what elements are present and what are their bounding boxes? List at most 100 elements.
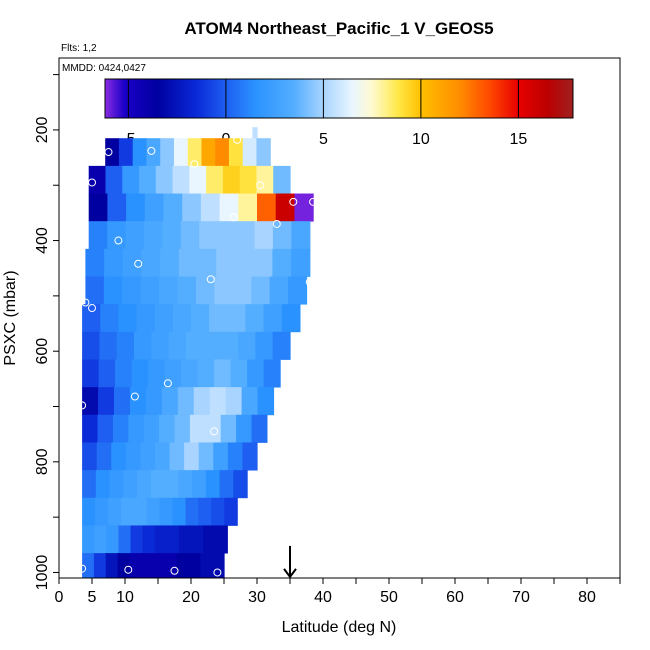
heatmap-cell — [140, 442, 156, 471]
plot-frame — [58, 57, 621, 579]
heatmap-cell — [178, 525, 192, 554]
heatmap-cell — [251, 276, 271, 305]
heatmap-cell — [105, 165, 123, 194]
heatmap-cell — [146, 138, 161, 167]
heatmap-cell — [211, 497, 225, 526]
x-axis: 0 5 10 20 30 40 50 60 70 80 — [55, 578, 621, 606]
heatmap-cell — [106, 525, 119, 554]
observation-point — [78, 564, 87, 573]
observation-point — [134, 259, 143, 268]
marker-arrow — [283, 545, 297, 579]
heatmap-cell — [95, 497, 109, 526]
heatmap-cell — [198, 442, 214, 471]
heatmap-cell — [291, 221, 311, 250]
heatmap-cell — [100, 304, 119, 333]
heatmap-cell — [220, 414, 237, 443]
heatmap-cell — [166, 525, 180, 554]
colorbar-tick-label: 5 — [319, 131, 328, 148]
heatmap-cell — [141, 553, 154, 579]
observation-point — [104, 148, 113, 157]
heatmap-cell — [192, 470, 207, 499]
heatmap-cell — [288, 276, 308, 305]
heatmap-cell — [103, 276, 123, 305]
heatmap-cell — [85, 276, 105, 305]
heatmap-cell — [180, 221, 200, 250]
heatmap-cell — [215, 138, 230, 167]
heatmap-cell — [273, 165, 291, 194]
observation-point — [163, 379, 172, 388]
y-axis: 200 400 600 800 1000 — [34, 74, 59, 590]
x-tick-label: 50 — [380, 589, 398, 606]
x-tick-label: 40 — [314, 589, 332, 606]
observation-point — [170, 566, 179, 575]
heatmap-cell — [172, 497, 187, 526]
heatmap-cell — [247, 359, 265, 388]
x-tick-label: 70 — [512, 589, 530, 606]
heatmap-cell — [251, 414, 268, 443]
heatmap-cell — [88, 193, 108, 222]
heatmap-cell — [97, 414, 114, 443]
observation-point — [114, 236, 123, 245]
heatmap-cell — [212, 553, 225, 579]
heatmap-cell — [253, 248, 273, 277]
heatmap-cell — [94, 525, 107, 554]
heatmap-cell — [136, 304, 156, 333]
heatmap-cell — [188, 553, 201, 579]
heatmap-cell — [203, 525, 216, 554]
heatmap-cell — [125, 221, 145, 250]
heatmap-cell — [191, 525, 204, 554]
heatmap-cell — [120, 497, 135, 526]
heatmap-cell — [96, 442, 112, 471]
heatmap-cell — [140, 276, 160, 305]
heatmap-cell — [220, 331, 239, 360]
heatmap-cell — [93, 553, 107, 579]
heatmap-cell — [109, 470, 124, 499]
heatmap-cell — [187, 138, 203, 167]
heatmap-cell — [112, 414, 129, 443]
heatmap-cell — [126, 193, 146, 222]
observation-point — [305, 278, 314, 287]
heatmap-cell — [163, 193, 183, 222]
heatmap-cell — [107, 497, 122, 526]
heatmap-cell — [105, 553, 119, 579]
observation-point — [88, 304, 96, 313]
heatmap-cell — [214, 276, 234, 305]
heatmap-cell — [82, 497, 96, 526]
heatmap-cell — [98, 387, 115, 416]
heatmap-cell — [134, 331, 152, 360]
heatmap-cell — [269, 276, 289, 305]
observation-point — [229, 213, 238, 222]
heatmap-cell — [255, 331, 274, 360]
x-axis-label: Latitude (deg N) — [282, 619, 397, 636]
heatmap-cell — [217, 221, 237, 250]
heatmap-cell — [239, 165, 258, 194]
y-tick-label: 800 — [34, 448, 51, 475]
observation-points — [78, 135, 318, 577]
heatmap-cell — [263, 359, 281, 388]
observation-point — [147, 146, 156, 155]
heatmap-cell — [164, 359, 182, 388]
heatmap-cell — [256, 138, 271, 167]
heatmap-cell — [209, 304, 228, 333]
heatmap-cell — [82, 525, 95, 554]
heatmap-cell — [227, 442, 244, 471]
heatmap-cell — [141, 248, 161, 277]
heatmap-cell — [146, 497, 161, 526]
heatmap-cell — [178, 248, 199, 277]
heatmap-cell — [150, 470, 166, 499]
heatmap-cell — [137, 470, 152, 499]
heatmap-cell — [186, 331, 204, 360]
heatmap-cell — [145, 387, 163, 416]
heatmap-cell — [118, 525, 132, 554]
heatmap-cell — [254, 221, 274, 250]
heatmap-cell — [177, 387, 195, 416]
y-axis-label: PSXC (mbar) — [2, 270, 19, 365]
heatmap-cell — [200, 193, 221, 222]
heatmap-cell — [272, 221, 292, 250]
heatmap-cell — [133, 497, 148, 526]
heatmap-cell — [168, 331, 187, 360]
heatmap-cell — [115, 359, 133, 388]
heatmap-cell — [236, 221, 256, 250]
heatmap-cell — [143, 221, 164, 250]
heatmap-cell — [238, 193, 258, 222]
